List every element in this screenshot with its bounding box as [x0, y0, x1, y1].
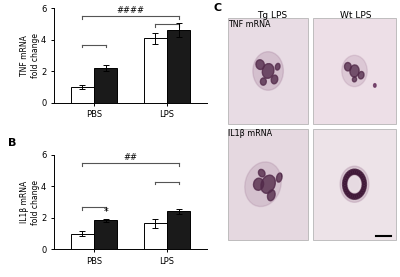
Ellipse shape: [262, 64, 274, 78]
Ellipse shape: [344, 189, 349, 194]
Text: *: *: [104, 207, 108, 217]
Ellipse shape: [354, 194, 358, 199]
Ellipse shape: [354, 169, 358, 175]
Ellipse shape: [342, 182, 347, 187]
Ellipse shape: [346, 172, 350, 178]
Text: C: C: [213, 4, 221, 14]
Ellipse shape: [361, 187, 366, 192]
Ellipse shape: [260, 78, 266, 85]
Bar: [228, 129, 308, 240]
Bar: [228, 18, 308, 124]
Text: Tg LPS: Tg LPS: [257, 11, 288, 20]
Ellipse shape: [253, 52, 283, 90]
Ellipse shape: [340, 166, 369, 202]
Bar: [313, 18, 396, 124]
Ellipse shape: [275, 63, 280, 70]
Ellipse shape: [342, 55, 367, 87]
Y-axis label: IL1β mRNA
fold change: IL1β mRNA fold change: [20, 179, 40, 225]
Ellipse shape: [360, 174, 364, 179]
Ellipse shape: [348, 193, 352, 198]
Ellipse shape: [245, 162, 281, 207]
Ellipse shape: [258, 169, 265, 177]
Ellipse shape: [271, 75, 278, 84]
Ellipse shape: [352, 77, 357, 82]
Text: A: A: [8, 0, 17, 1]
Bar: [167, 212, 190, 249]
Bar: [144, 38, 167, 103]
Text: ##: ##: [124, 153, 138, 162]
Ellipse shape: [344, 187, 348, 192]
Ellipse shape: [344, 174, 349, 179]
Text: TNF mRNA: TNF mRNA: [228, 20, 271, 29]
Ellipse shape: [268, 190, 275, 201]
Ellipse shape: [357, 193, 362, 198]
Ellipse shape: [349, 194, 354, 199]
Ellipse shape: [350, 65, 359, 77]
Ellipse shape: [362, 179, 366, 184]
Ellipse shape: [362, 182, 366, 187]
Ellipse shape: [346, 191, 350, 196]
Ellipse shape: [359, 191, 363, 196]
Ellipse shape: [344, 63, 351, 71]
Ellipse shape: [276, 173, 282, 182]
Ellipse shape: [351, 194, 356, 199]
Bar: [71, 234, 94, 249]
Ellipse shape: [356, 194, 360, 199]
Ellipse shape: [343, 184, 347, 189]
Ellipse shape: [348, 171, 352, 176]
Ellipse shape: [343, 179, 347, 184]
Bar: [167, 30, 190, 103]
Ellipse shape: [358, 71, 364, 79]
Ellipse shape: [356, 170, 360, 175]
Ellipse shape: [254, 178, 264, 190]
Ellipse shape: [357, 171, 362, 176]
Ellipse shape: [261, 175, 275, 193]
Ellipse shape: [349, 170, 354, 175]
Ellipse shape: [344, 176, 348, 182]
Text: Wt LPS: Wt LPS: [340, 11, 371, 20]
Ellipse shape: [359, 172, 363, 178]
Ellipse shape: [351, 169, 356, 175]
Bar: [94, 220, 118, 249]
Text: IL1β mRNA: IL1β mRNA: [228, 129, 272, 138]
Ellipse shape: [362, 184, 366, 189]
Text: B: B: [8, 138, 16, 148]
Ellipse shape: [360, 189, 364, 194]
Ellipse shape: [348, 176, 360, 192]
Bar: [71, 87, 94, 103]
Ellipse shape: [256, 60, 264, 70]
Ellipse shape: [361, 176, 366, 182]
Text: ####: ####: [117, 6, 145, 16]
Ellipse shape: [374, 84, 376, 87]
Y-axis label: TNF mRNA
fold change: TNF mRNA fold change: [20, 33, 40, 78]
Bar: [94, 68, 118, 103]
Bar: [313, 129, 396, 240]
Bar: [144, 223, 167, 249]
